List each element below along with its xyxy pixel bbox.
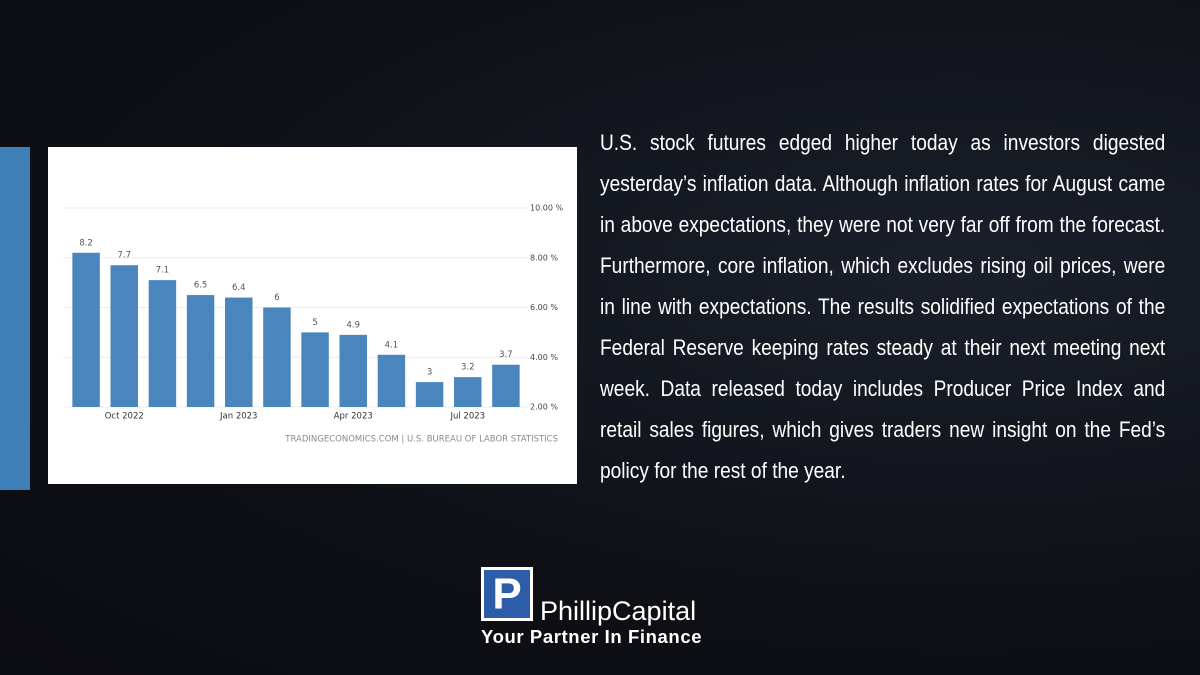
y-tick-label: 8.00 % [530,253,558,262]
logo-square [484,570,530,618]
chart-source: TRADINGECONOMICS.COM | U.S. BUREAU OF LA… [284,435,558,445]
bar [301,332,329,407]
value-label: 6 [274,293,279,303]
value-label: 7.7 [117,251,131,261]
article-text: U.S. stock futures edged higher today as… [600,130,1166,483]
x-tick-label: Jan 2023 [219,412,257,422]
bar [186,295,215,407]
bar [339,334,367,407]
value-label: 5 [312,318,317,328]
logo-letter: P [492,570,521,619]
bar [225,297,253,407]
bar [263,307,291,407]
value-label: 8.2 [79,238,93,248]
value-label: 7.1 [156,266,170,276]
chart: TRADINGECONOMICS.COM | U.S. BUREAU OF LA… [63,204,563,445]
bar [377,354,406,407]
logo-tagline: Your Partner In Finance [481,626,703,647]
accent-bar [0,147,30,490]
y-tick-label: 6.00 % [530,303,558,312]
logo-graphic: P [484,570,530,619]
y-tick-label: 2.00 % [530,403,558,412]
bar [415,382,444,407]
value-label: 3.7 [499,350,513,360]
value-label: 6.4 [232,283,246,293]
bar [110,265,138,407]
x-tick-label: Oct 2022 [105,412,144,422]
value-label: 4.1 [385,340,399,350]
value-label: 3 [427,368,432,378]
value-label: 3.2 [461,363,475,373]
x-tick-label: Jul 2023 [449,412,485,422]
chart-card: TRADINGECONOMICS.COM | U.S. BUREAU OF LA… [48,147,577,484]
x-tick-label: Apr 2023 [334,412,373,422]
bar [148,280,177,407]
value-label: 6.5 [194,281,208,291]
logo-name: PhillipCapital [540,596,697,626]
bar [492,364,520,407]
bar [454,377,482,407]
y-tick-label: 4.00 % [530,353,558,362]
value-label: 4.9 [346,320,360,330]
y-tick-label: 10.00 % [530,204,563,213]
logo-icon: P [481,567,533,621]
bar [72,252,100,407]
